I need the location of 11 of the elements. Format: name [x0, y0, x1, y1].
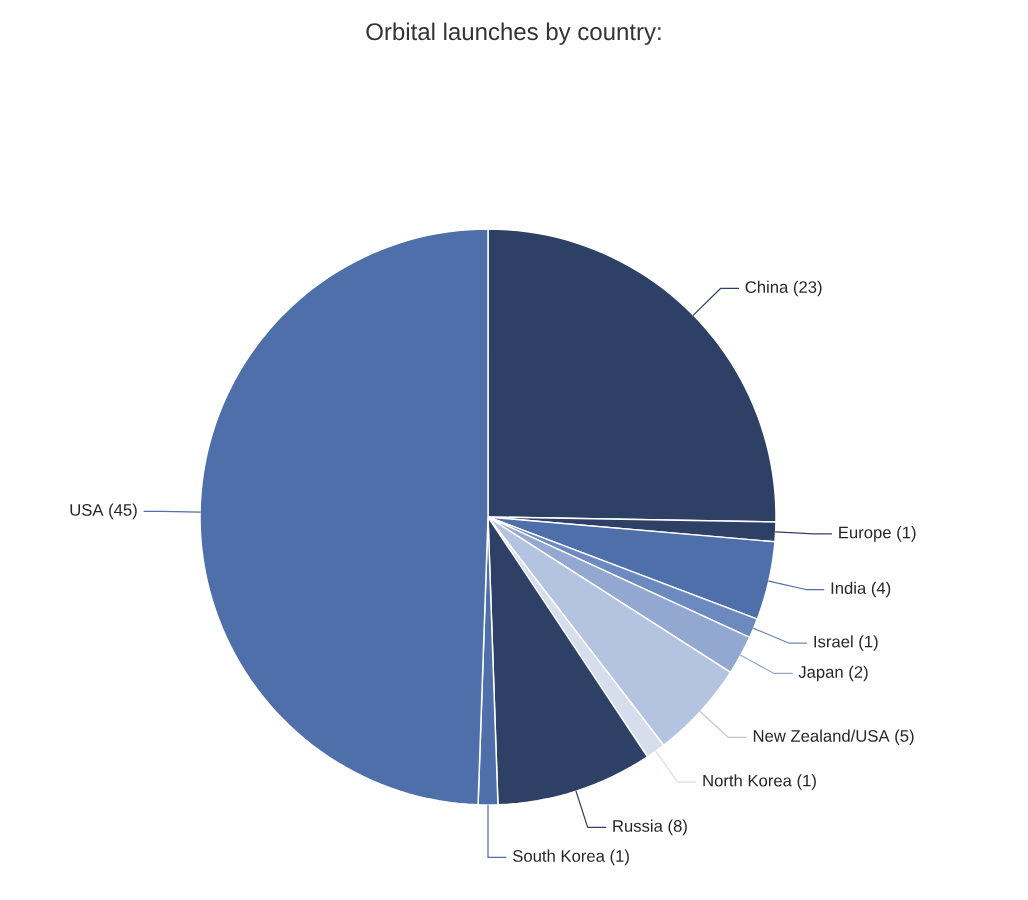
slice-label: New Zealand/USA (5)	[753, 729, 914, 746]
chart-title: Orbital launches by country:	[366, 22, 661, 45]
slice-label: Israel (1)	[814, 635, 878, 651]
slice-label: Russia (8)	[613, 819, 687, 836]
slice-label: South Korea (1)	[513, 849, 629, 866]
slice-label: India (4)	[831, 581, 891, 598]
slice-label: Europe (1)	[839, 526, 916, 542]
slice-label: Japan (2)	[798, 665, 868, 682]
slice-label: China (23)	[745, 280, 822, 297]
slice-label: North Korea (1)	[703, 774, 816, 790]
slice-label: USA (45)	[70, 503, 137, 520]
